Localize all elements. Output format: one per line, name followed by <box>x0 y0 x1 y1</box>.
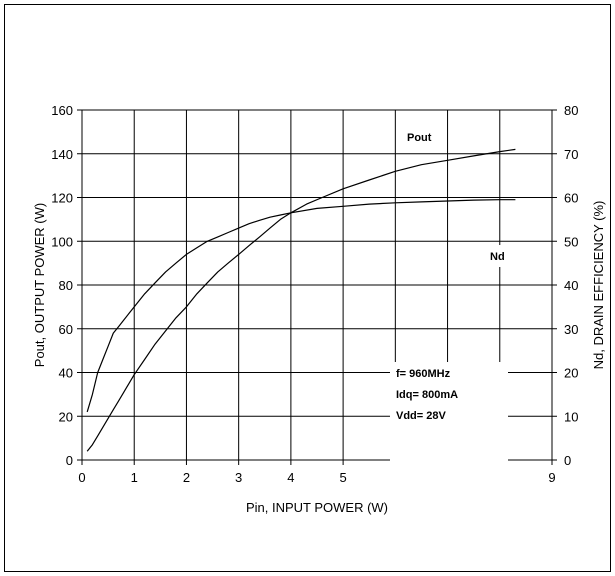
pout-series-label: Pout <box>407 132 432 144</box>
y-left-tick-label: 40 <box>59 366 73 381</box>
x-tick-label: 9 <box>548 470 555 485</box>
y-left-tick-label: 140 <box>51 147 73 162</box>
annotation-vdd: Vdd= 28V <box>396 410 446 422</box>
y-left-axis-title: Pout, OUTPUT POWER (W) <box>32 203 47 367</box>
y-right-axis-title: Nd, DRAIN EFFICIENCY (%) <box>591 201 606 370</box>
x-tick-label: 5 <box>339 470 346 485</box>
y-right-tick-label: 40 <box>564 278 578 293</box>
y-right-tick-label: 10 <box>564 409 578 424</box>
series-group <box>86 148 516 452</box>
y-right-tick-label: 0 <box>564 453 571 468</box>
y-left-tick-label: 160 <box>51 103 73 118</box>
y-left-tick-label: 100 <box>51 234 73 249</box>
y-right-tick-label: 80 <box>564 103 578 118</box>
conditions-box-bg <box>390 362 508 482</box>
y-left-tick-label: 120 <box>51 191 73 206</box>
annotation-idq: Idq= 800mA <box>396 389 458 401</box>
y-left-tick-label: 80 <box>59 278 73 293</box>
x-tick-label: 1 <box>131 470 138 485</box>
y-left-tick-label: 0 <box>66 453 73 468</box>
x-tick-label: 2 <box>183 470 190 485</box>
y-right-tick-label: 70 <box>564 147 578 162</box>
x-tick-label: 0 <box>78 470 85 485</box>
nd-label-bg <box>478 245 520 267</box>
y-right-tick-label: 20 <box>564 366 578 381</box>
y-right-tick-label: 50 <box>564 234 578 249</box>
x-axis-title: Pin, INPUT POWER (W) <box>246 500 388 515</box>
x-tick-label: 4 <box>287 470 294 485</box>
y-left-tick-label: 60 <box>59 322 73 337</box>
series-line-pout <box>86 148 516 452</box>
x-tick-label: 3 <box>235 470 242 485</box>
pout-label-bg <box>400 128 442 148</box>
y-right-tick-label: 30 <box>564 322 578 337</box>
figure-frame <box>4 4 611 572</box>
y-left-tick-label: 20 <box>59 409 73 424</box>
nd-series-label: Nd <box>490 251 505 263</box>
axis-ticks: 0123456789020406080100120140160010203040… <box>51 103 578 485</box>
y-right-tick-label: 60 <box>564 191 578 206</box>
annotation-frequency: f= 960MHz <box>396 368 451 380</box>
series-line-nd <box>86 199 516 413</box>
